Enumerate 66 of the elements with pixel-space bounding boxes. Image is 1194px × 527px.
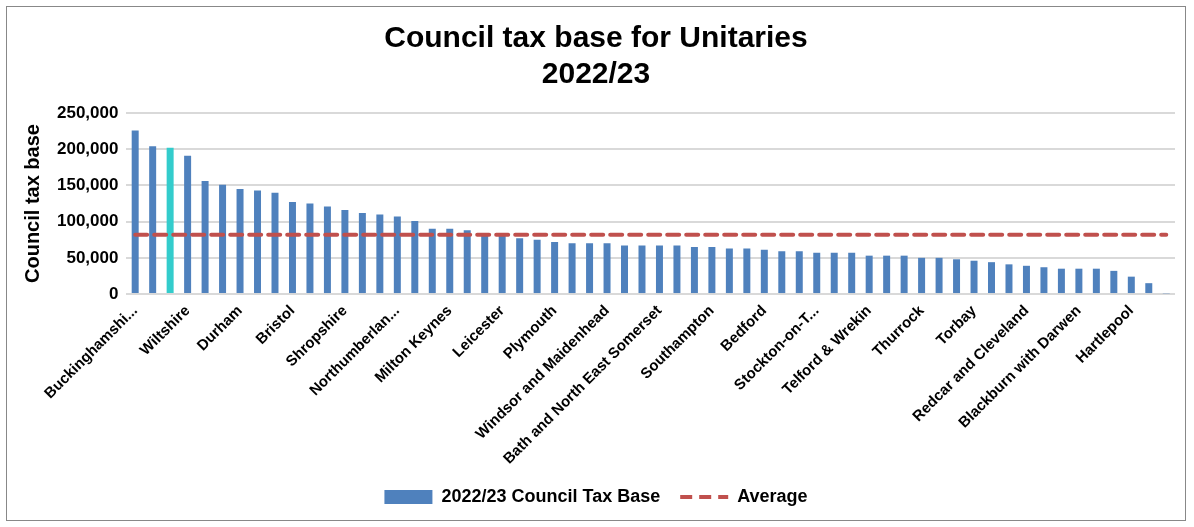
bar bbox=[533, 239, 541, 294]
bar bbox=[673, 245, 681, 294]
bar bbox=[446, 228, 454, 294]
bar bbox=[1110, 270, 1118, 294]
bar bbox=[603, 243, 611, 294]
bar bbox=[358, 212, 366, 294]
bar bbox=[1005, 264, 1013, 294]
bar bbox=[428, 228, 436, 294]
bar bbox=[306, 203, 314, 294]
chart-title: Council tax base for Unitaries 2022/23 bbox=[384, 20, 808, 90]
bar bbox=[970, 260, 978, 294]
y-tick-label: 250,000 bbox=[57, 102, 119, 122]
bar bbox=[1040, 267, 1048, 294]
bar bbox=[900, 255, 908, 294]
bar bbox=[865, 255, 873, 294]
bar bbox=[813, 252, 821, 294]
bar bbox=[586, 243, 594, 294]
bar bbox=[988, 262, 995, 294]
bar bbox=[568, 243, 576, 294]
bar bbox=[131, 130, 139, 294]
bar bbox=[1075, 268, 1083, 294]
bar bbox=[1057, 268, 1065, 294]
bar bbox=[848, 252, 856, 294]
y-tick-label: 200,000 bbox=[57, 138, 119, 158]
y-tick-label: 150,000 bbox=[57, 175, 119, 195]
bar bbox=[463, 230, 471, 294]
bar bbox=[1145, 283, 1153, 294]
bar bbox=[708, 246, 716, 294]
bar bbox=[743, 248, 751, 294]
bar bbox=[551, 241, 559, 294]
bar bbox=[184, 155, 192, 294]
bar bbox=[883, 255, 891, 294]
bar bbox=[830, 252, 838, 294]
bar bbox=[1092, 268, 1100, 294]
bar bbox=[254, 190, 262, 294]
bar bbox=[621, 245, 629, 294]
bar bbox=[953, 259, 961, 294]
legend-label: Average bbox=[737, 485, 808, 506]
bar bbox=[725, 248, 733, 294]
y-tick-label: 50,000 bbox=[66, 247, 119, 267]
y-tick-label: 0 bbox=[108, 283, 119, 303]
bar bbox=[690, 246, 698, 294]
bar bbox=[795, 251, 803, 294]
y-tick-label: 100,000 bbox=[57, 211, 119, 231]
bar bbox=[341, 210, 349, 294]
bar bbox=[393, 216, 401, 294]
y-axis-title: Council tax base bbox=[20, 124, 43, 283]
bar bbox=[760, 249, 768, 294]
bar bbox=[411, 220, 419, 294]
bar bbox=[149, 146, 157, 294]
bar bbox=[288, 202, 296, 294]
bar bbox=[236, 189, 244, 294]
bar bbox=[638, 245, 646, 294]
bar bbox=[516, 238, 524, 294]
bar bbox=[166, 147, 174, 294]
bar bbox=[323, 206, 331, 294]
bar bbox=[918, 257, 926, 294]
bar bbox=[201, 181, 209, 294]
bar bbox=[219, 184, 227, 294]
bar bbox=[376, 214, 384, 294]
bar bbox=[935, 257, 943, 294]
legend-label: 2022/23 Council Tax Base bbox=[441, 485, 661, 506]
bar bbox=[655, 245, 663, 294]
bar bbox=[1127, 276, 1135, 294]
bar bbox=[1022, 265, 1030, 294]
bar bbox=[778, 251, 786, 294]
